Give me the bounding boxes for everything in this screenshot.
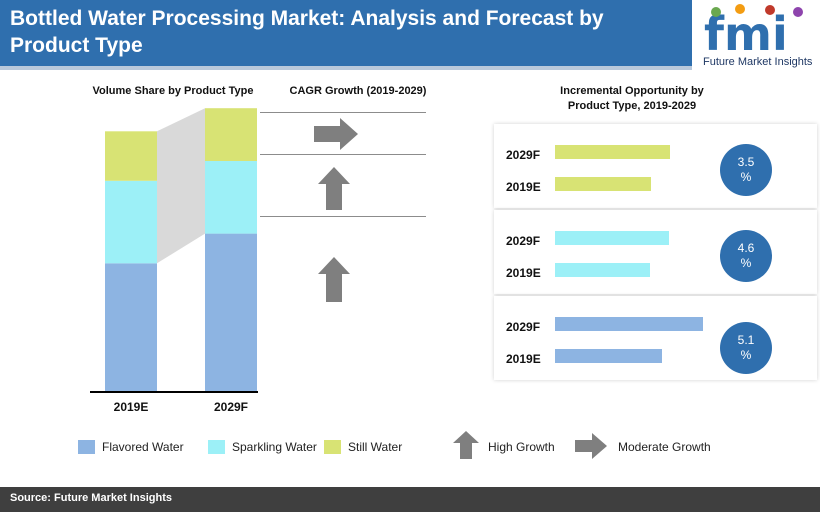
cagr-value: 5.1 % [737,333,755,362]
legend-swatch-sparkling [208,440,225,454]
cagr-value: 4.6 % [737,241,755,270]
incremental-bar-flavored-2029F [555,317,703,331]
volume-bar-2029F-sparkling-water [205,161,257,234]
panel3-label-2029: 2029F [506,320,541,334]
cagr-growth-title: CAGR Growth (2019-2029) [289,85,427,97]
incremental-bar-sparkling-2029F [555,231,669,245]
incremental-bar-still-2019E [555,177,651,191]
source-footer [0,487,820,512]
volume-bar-2029F-still-water [205,108,257,161]
title-banner [0,0,692,66]
moderate-growth-arrow-icon [314,118,358,150]
cagr-bubble-still-water: 3.5 % [720,144,772,196]
panel2-label-2019: 2019E [506,266,541,280]
incremental-bar-still-2029F [555,145,670,159]
moderate-growth-legend-icon [575,433,607,459]
source-text: Source: Future Market Insights [10,492,172,504]
cagr-guide-line-low [260,216,426,217]
volume-bar-2029F-flavored-water [205,233,257,392]
page-title: Bottled Water Processing Market: Analysi… [10,7,604,57]
panel2-label-2029: 2029F [506,234,541,248]
volume-bar-2019E-still-water [105,131,157,181]
panel1-label-2029: 2029F [506,148,541,162]
logo-dot-green [711,7,721,17]
incremental-bar-sparkling-2019E [555,263,650,277]
incremental-opportunity-chart [555,145,703,363]
volume-category-label-2019E: 2019E [114,400,149,414]
high-growth-legend-icon [453,431,479,459]
logo-subtitle: Future Market Insights [703,56,813,68]
logo-dot-purple [793,7,803,17]
panel3-label-2019: 2019E [506,352,541,366]
cagr-value: 3.5 % [737,155,755,184]
cagr-guide-line-mid [260,154,426,155]
logo-dot-red [765,5,775,15]
volume-bar-2019E-sparkling-water [105,180,157,264]
legend-swatch-flavored [78,440,95,454]
volume-category-label-2029F: 2029F [214,400,248,414]
incremental-opportunity-title: Incremental Opportunity by Product Type,… [560,85,704,112]
volume-share-title: Volume Share by Product Type [92,85,254,97]
title-banner-shadow [0,66,692,70]
cagr-guide-line-top [260,112,426,113]
volume-share-chart: 2019E 2029F [90,108,258,414]
legend-swatch-still [324,440,341,454]
legend-label-sparkling: Sparkling Water [232,440,317,454]
cagr-bubble-sparkling-water: 4.6 % [720,230,772,282]
volume-bar-2019E-flavored-water [105,263,157,392]
high-growth-arrow-icon [318,167,350,210]
legend-label-flavored: Flavored Water [102,440,184,454]
incremental-bar-flavored-2019E [555,349,662,363]
legend-label-still: Still Water [348,440,403,454]
fmi-logo: fmi [704,4,803,56]
logo-dot-orange [735,4,745,14]
cagr-bubble-flavored-water: 5.1 % [720,322,772,374]
legend-label-high-growth: High Growth [488,440,555,454]
high-growth-arrow-icon [318,257,350,302]
volume-connector-band [157,108,205,264]
panel1-label-2019: 2019E [506,180,541,194]
legend-label-moderate-growth: Moderate Growth [618,440,711,454]
